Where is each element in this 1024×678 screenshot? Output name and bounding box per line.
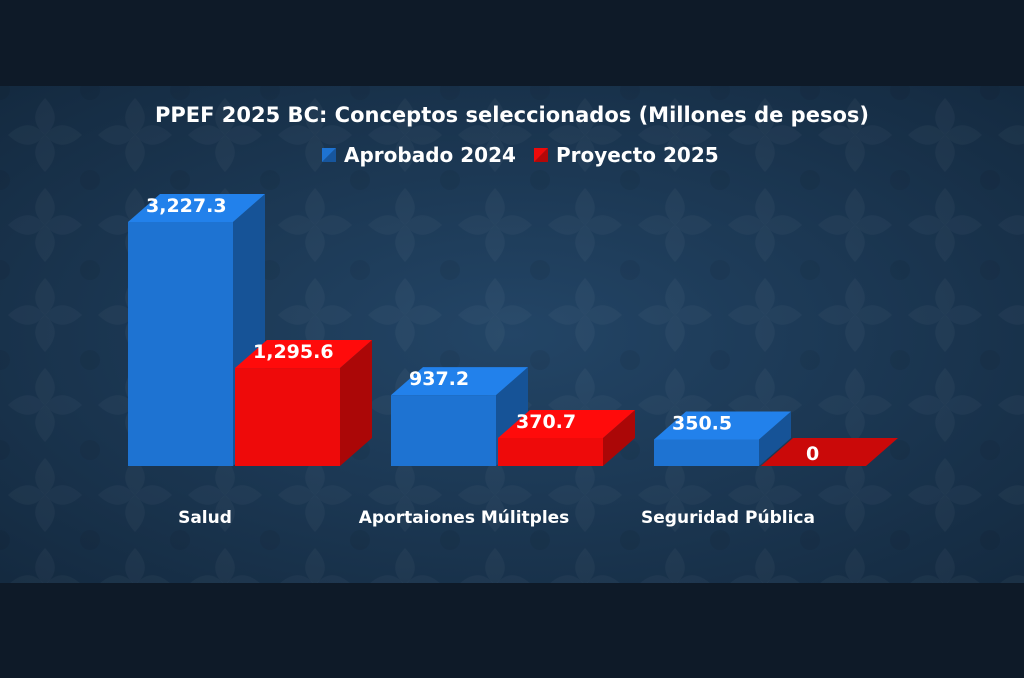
chart-title: PPEF 2025 BC: Conceptos seleccionados (M… [155,103,869,127]
bar-top-1-1 [498,409,635,438]
bar-side-1-1 [603,409,635,466]
data-label-0-1: 937.2 [409,368,469,390]
legend-label-0: Aprobado 2024 [344,143,516,167]
bar-front-1-1 [498,437,603,466]
bar-top-1-0 [235,340,372,369]
bar-top-1-2 [761,438,898,466]
bar-front-1-0 [235,368,340,466]
category-label-2: Seguridad Pública [641,508,815,528]
bar-front-0-2 [654,439,759,466]
legend-swatch-face-0 [322,148,336,162]
legend-swatch-face-1 [534,148,548,162]
category-label-0: Salud [178,508,232,528]
data-labels: 3,227.3 1,295.6 937.2 370.7 350.5 0 [146,195,819,465]
bar-side-0-2 [759,411,791,466]
bar-front-0-1 [391,395,496,466]
data-label-1-0: 1,295.6 [253,341,334,363]
category-labels: Salud Aportaiones Múlitples Seguridad Públ… [178,508,815,528]
bar-top-0-2 [654,411,791,440]
data-label-1-2: 0 [806,443,819,465]
data-label-0-2: 350.5 [672,413,732,435]
bar-group [128,194,898,466]
bar-front-0-0 [128,222,233,466]
data-label-1-1: 370.7 [516,411,576,433]
category-label-1: Aportaiones Múlitples [359,508,570,528]
bar-top-0-1 [391,367,528,396]
bar-top-0-0 [128,194,265,222]
legend-label-1: Proyecto 2025 [556,143,719,167]
chart-legend: Aprobado 2024 Proyecto 2025 [322,143,719,167]
bar-side-1-0 [340,340,372,466]
data-label-0-0: 3,227.3 [146,195,227,217]
